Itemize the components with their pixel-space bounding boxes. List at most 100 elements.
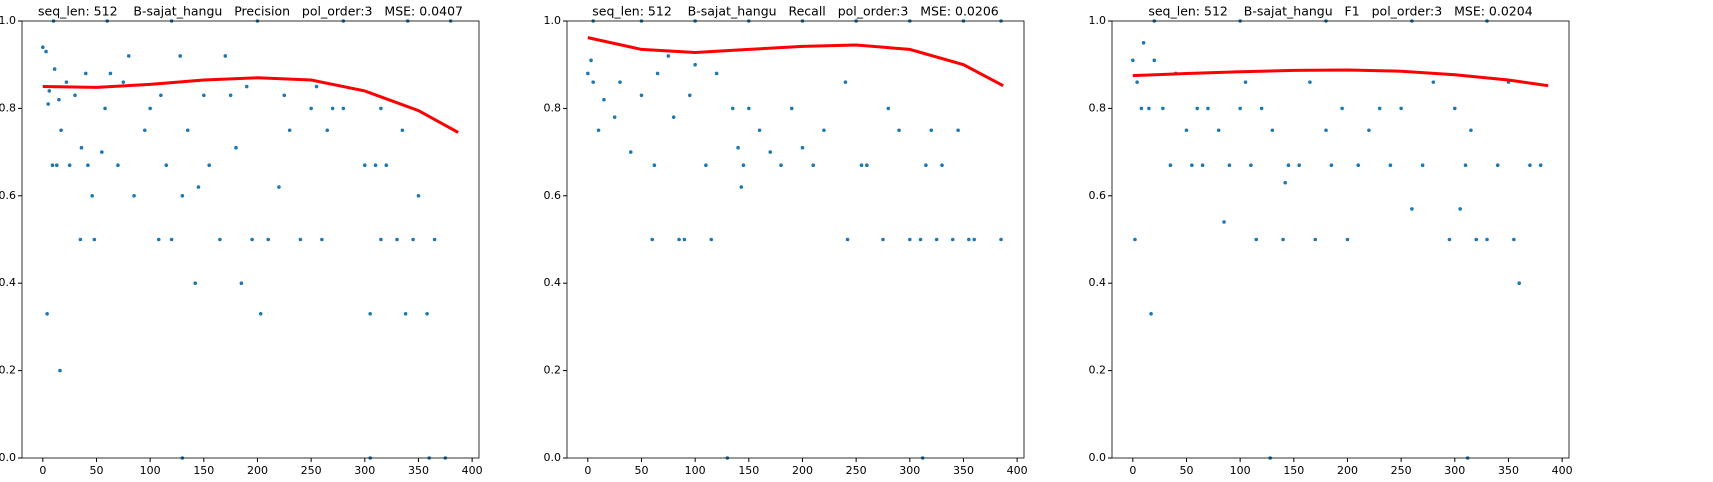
point — [287, 128, 292, 133]
point — [1512, 237, 1516, 242]
point — [639, 93, 644, 98]
point — [1131, 58, 1135, 63]
point — [196, 185, 201, 189]
y-tick-label: 0.4 — [544, 276, 562, 289]
point — [41, 45, 45, 50]
x-tick-label: 200 — [792, 464, 813, 477]
y-tick-label: 0.8 — [0, 101, 16, 114]
y-tick-label: 0.2 — [544, 364, 562, 377]
x-tick-label: 400 — [462, 464, 483, 477]
point — [341, 106, 346, 111]
point — [58, 368, 62, 373]
y-tick-label: 1.0 — [0, 14, 16, 27]
axes-frame — [1111, 20, 1570, 459]
point — [934, 237, 939, 242]
point — [1161, 106, 1165, 111]
point — [650, 237, 655, 242]
subplot: seq_len: 512 B-sajat_hangu F1 pol_order:… — [1089, 4, 1573, 478]
point — [1356, 163, 1361, 168]
x-tick-label: 100 — [140, 464, 161, 477]
point — [121, 80, 126, 84]
x-tick-label: 300 — [1444, 464, 1465, 477]
point — [1377, 106, 1382, 111]
point — [159, 93, 163, 98]
x-tick-label: 50 — [634, 464, 648, 477]
point — [1190, 163, 1194, 168]
point — [652, 163, 657, 168]
point — [1147, 106, 1151, 111]
point — [314, 84, 319, 89]
point — [403, 311, 408, 316]
point — [1495, 163, 1500, 168]
point — [741, 163, 746, 168]
fit-curve — [42, 76, 459, 134]
point — [309, 106, 313, 111]
plot-area — [41, 19, 459, 460]
x-tick-label: 300 — [899, 464, 920, 477]
point — [1135, 80, 1139, 84]
point — [1149, 311, 1153, 316]
point — [967, 237, 971, 242]
subplot: seq_len: 512 B-sajat_hangu Recall pol_or… — [544, 4, 1028, 478]
point — [596, 128, 601, 133]
point — [918, 237, 923, 242]
point — [730, 106, 735, 111]
point — [156, 237, 161, 242]
point — [704, 163, 708, 168]
y-tick-label: 0.2 — [0, 364, 16, 377]
x-tick-label: 400 — [1007, 464, 1028, 477]
point — [682, 237, 687, 242]
y-tick-label: 1.0 — [544, 14, 562, 27]
point — [1206, 106, 1210, 111]
point — [1195, 106, 1200, 111]
point — [1431, 80, 1436, 84]
point — [425, 311, 429, 316]
x-tick-label: 200 — [247, 464, 268, 477]
point — [1184, 128, 1189, 133]
point — [46, 102, 50, 106]
y-tick-label: 0.6 — [544, 189, 562, 202]
point — [132, 194, 136, 198]
point — [768, 150, 773, 154]
point — [193, 281, 198, 286]
point — [90, 194, 94, 198]
point — [64, 80, 69, 84]
x-tick-label: 150 — [738, 464, 759, 477]
point — [1141, 41, 1146, 45]
point — [325, 128, 330, 133]
point — [950, 237, 955, 242]
point — [1367, 128, 1371, 133]
point — [239, 281, 244, 286]
x-tick-label: 50 — [89, 464, 103, 477]
point — [589, 58, 593, 63]
point — [368, 311, 372, 316]
point — [1308, 80, 1312, 84]
point — [1168, 163, 1173, 168]
point — [83, 71, 88, 76]
point — [298, 237, 303, 242]
point — [185, 128, 190, 133]
point — [320, 237, 324, 242]
point — [881, 237, 885, 242]
point — [1340, 106, 1344, 111]
point — [739, 185, 744, 189]
x-tick-label: 50 — [1179, 464, 1193, 477]
point — [228, 93, 233, 98]
point — [277, 185, 281, 189]
y-tick-label: 0.8 — [544, 101, 562, 114]
point — [1324, 128, 1328, 133]
point — [79, 145, 84, 150]
point — [116, 163, 120, 168]
point — [266, 237, 271, 242]
point — [1345, 237, 1350, 242]
y-tick-label: 0.4 — [0, 276, 16, 289]
point — [1458, 207, 1462, 211]
point — [363, 163, 367, 168]
point — [330, 106, 335, 111]
point — [843, 80, 848, 84]
point — [1133, 237, 1137, 242]
x-tick-label: 100 — [685, 464, 706, 477]
point — [1216, 128, 1221, 133]
x-tick-label: 0 — [584, 464, 591, 477]
point — [628, 150, 633, 154]
